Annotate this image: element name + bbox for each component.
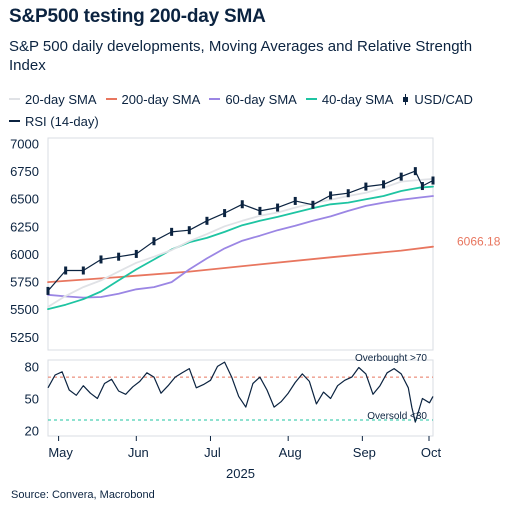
candle-mark <box>46 286 50 295</box>
x-tick-label: Jun <box>128 445 149 460</box>
price-y-tick-label: 6000 <box>10 247 39 262</box>
legend-row-2: RSI (14-day) <box>9 110 509 132</box>
price-y-tick-label: 5500 <box>10 302 39 317</box>
rsi-y-tick-label: 20 <box>25 424 39 439</box>
candle-mark <box>276 203 280 212</box>
candle-mark <box>258 206 262 215</box>
annotation-last-value: 6066.18 <box>457 235 501 249</box>
rsi-reference-label: Overbought >70 <box>355 353 427 364</box>
legend-item-200-day-sma: 200-day SMA <box>105 91 201 107</box>
candle-mark <box>311 200 315 209</box>
legend-item-rsi: RSI (14-day) <box>9 114 99 129</box>
candle-mark <box>293 196 297 205</box>
series-line-rsi <box>47 361 434 423</box>
legend-swatch-60-day-sma <box>209 98 221 100</box>
series-line-200-day-sma <box>47 245 434 284</box>
candle-mark <box>329 191 333 200</box>
candle-mark <box>187 226 191 235</box>
candle-mark <box>152 237 156 246</box>
x-axis-label: 2025 <box>226 466 255 481</box>
price-y-tick-label: 5750 <box>10 275 39 290</box>
candle-mark <box>364 182 368 191</box>
legend-swatch-20-day-sma <box>9 98 20 100</box>
candle-mark <box>382 180 386 189</box>
legend-item-60-day-sma: 60-day SMA <box>209 92 297 107</box>
x-tick-label: Sep <box>353 445 376 460</box>
candle-mark <box>117 252 121 261</box>
candle-mark <box>81 266 85 275</box>
price-y-tick-label: 6500 <box>10 192 39 207</box>
candle-mark <box>431 176 435 185</box>
series-line-20-day-sma <box>47 177 434 308</box>
candle-mark <box>223 209 227 218</box>
chart-legend: 20-day SMA 200-day SMA 60-day SMA 40-day… <box>9 88 509 132</box>
x-tick-label: Oct <box>421 445 442 460</box>
legend-label-20-day-sma: 20-day SMA <box>25 91 97 107</box>
legend-swatch-200-day-sma <box>105 98 117 100</box>
legend-label-40-day-sma: 40-day SMA <box>321 91 394 107</box>
candle-mark <box>99 255 103 264</box>
candle-mark <box>205 216 209 225</box>
legend-item-20-day-sma: 20-day SMA <box>9 92 97 107</box>
candlestick-icon <box>402 93 409 105</box>
legend-item-40-day-sma: 40-day SMA <box>305 91 394 107</box>
candle-mark <box>420 182 424 191</box>
chart-title: S&P500 testing 200-day SMA <box>9 6 266 27</box>
price-y-tick-label: 7000 <box>10 137 39 152</box>
series-line-40-day-sma <box>47 185 434 311</box>
price-y-tick-label: 6750 <box>10 164 39 179</box>
rsi-y-tick-label: 80 <box>25 359 39 374</box>
legend-swatch-40-day-sma <box>305 98 317 100</box>
legend-label-200-day-sma: 200-day SMA <box>121 91 201 107</box>
rsi-y-tick-label: 50 <box>25 392 39 407</box>
legend-row-1: 20-day SMA 200-day SMA 60-day SMA 40-day… <box>9 88 509 110</box>
candle-mark <box>64 266 68 275</box>
legend-label-60-day-sma: 60-day SMA <box>225 91 297 107</box>
candle-mark <box>413 167 417 176</box>
x-tick-label: Aug <box>279 445 302 460</box>
x-tick-label: May <box>48 445 73 460</box>
chart-subtitle: S&P 500 daily developments, Moving Avera… <box>9 38 473 74</box>
series-line-60-day-sma <box>47 195 434 299</box>
candle-mark <box>240 200 244 209</box>
x-tick-label: Jul <box>204 445 221 460</box>
price-y-tick-label: 5250 <box>10 330 39 345</box>
price-panel-frame <box>47 137 434 351</box>
rsi-panel-frame <box>47 359 434 437</box>
candle-mark <box>346 189 350 198</box>
legend-item-usd-cad: USD/CAD <box>402 92 473 107</box>
rsi-reference-label: Oversold <30 <box>367 411 427 422</box>
legend-swatch-rsi <box>9 120 20 122</box>
series-line-usd-cad <box>47 170 434 292</box>
legend-label-usd-cad: USD/CAD <box>414 91 473 107</box>
legend-label-rsi: RSI (14-day) <box>25 113 99 129</box>
price-y-tick-label: 6250 <box>10 219 39 234</box>
candle-mark <box>134 249 138 258</box>
candle-mark <box>399 172 403 181</box>
source-note: Source: Convera, Macrobond <box>11 489 155 501</box>
candle-mark <box>170 227 174 236</box>
